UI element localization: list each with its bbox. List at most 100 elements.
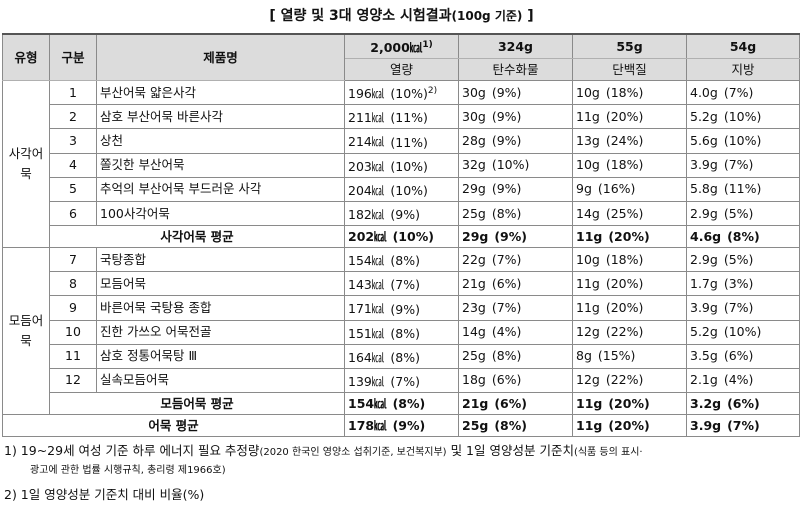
header-kcal-footnote-mark: 1)	[422, 40, 433, 50]
group-average-row: 모듬어묵 평균 154㎉ (8%) 21g (6%) 11g (20%) 3.2g (6%)	[3, 392, 800, 416]
page-title: [ 열량 및 3대 영양소 시험결과(100g 기준) ]	[0, 5, 803, 25]
total-carb-cell-percent: (8%)	[494, 417, 527, 433]
protein-cell-value: 8g	[576, 348, 592, 364]
product-name: 모듬어묵	[96, 271, 345, 297]
header-carb: 탄수화물	[458, 58, 573, 82]
carb-cell-percent: (6%)	[491, 275, 522, 291]
carb-cell-value: 14g	[462, 324, 486, 340]
table-row: 3 상천 214㎉ (11%) 28g (9%) 13g (24%) 5.6g (10%)	[3, 128, 800, 154]
fat-cell-value: 3.5g	[690, 348, 718, 364]
carb-cell-percent: (9%)	[491, 84, 522, 100]
protein-cell-percent: (16%)	[597, 181, 636, 197]
carb-cell: 18g (6%)	[458, 367, 573, 394]
total-kcal-cell-value: 178㎉	[348, 417, 387, 433]
carb-cell: 22g (7%)	[458, 247, 573, 273]
fat-cell: 3.9g (7%)	[686, 295, 800, 321]
carb-cell-value: 25g	[462, 348, 486, 364]
carb-cell-value: 30g	[462, 84, 486, 100]
total-fat-cell-value: 3.9g	[690, 417, 722, 433]
protein-cell: 12g (22%)	[572, 319, 687, 345]
carb-cell-percent: (8%)	[491, 205, 522, 221]
protein-cell: 10g (18%)	[572, 152, 687, 178]
kcal-cell-percent: (9%)	[390, 207, 420, 223]
protein-cell-value: 14g	[576, 205, 600, 221]
group-average-label: 모듬어묵 평균	[49, 392, 345, 416]
product-name: 국탕종합	[96, 247, 345, 273]
carb-cell-percent: (8%)	[491, 348, 522, 364]
avg-fat-cell-percent: (8%)	[727, 228, 760, 244]
protein-cell-value: 10g	[576, 84, 600, 100]
protein-cell-value: 10g	[576, 157, 600, 173]
carb-cell-percent: (4%)	[491, 324, 522, 340]
footnote-1-source: (2020 한국인 영양소 섭취기준, 보건복지부)	[259, 447, 447, 458]
protein-cell: 11g (20%)	[572, 104, 687, 130]
protein-cell-percent: (24%)	[605, 133, 644, 149]
group-average-row: 사각어묵 평균 202㎉ (10%) 29g (9%) 11g (20%) 4.6g (8%)	[3, 225, 800, 249]
carb-cell: 21g (6%)	[458, 271, 573, 297]
carb-cell-percent: (6%)	[491, 372, 522, 388]
avg-protein-cell: 11g (20%)	[572, 392, 687, 416]
protein-cell-value: 11g	[576, 108, 600, 124]
product-name: 진한 가쓰오 어묵전골	[96, 319, 345, 345]
total-average-label: 어묵 평균	[2, 414, 345, 438]
carb-cell: 25g (8%)	[458, 343, 573, 369]
avg-fat-cell-value: 3.2g	[690, 395, 722, 411]
protein-cell-percent: (18%)	[605, 251, 644, 267]
avg-fat-cell-percent: (6%)	[727, 395, 760, 411]
fat-cell-percent: (7%)	[723, 157, 754, 173]
carb-cell: 28g (9%)	[458, 128, 573, 154]
carb-cell-value: 25g	[462, 205, 486, 221]
carb-cell-value: 29g	[462, 181, 486, 197]
kcal-cell-value: 211㎉	[348, 110, 385, 126]
carb-cell-value: 28g	[462, 133, 486, 149]
total-average-row: 어묵 평균 178㎉ (9%) 25g (8%) 11g (20%) 3.9g (7%)	[2, 414, 800, 438]
avg-carb-cell-value: 29g	[462, 228, 489, 244]
kcal-cell-percent: (11%)	[390, 134, 428, 150]
table-row: 4 쫄깃한 부산어묵 203㎉ (10%) 32g (10%) 10g (18%) 3.9g (7…	[3, 152, 800, 178]
protein-cell: 14g (25%)	[572, 200, 687, 227]
row-number: 3	[49, 128, 97, 154]
kcal-cell-value: 214㎉	[348, 134, 385, 150]
kcal-cell-value: 164㎉	[348, 349, 385, 365]
protein-cell-percent: (20%)	[605, 108, 644, 124]
table-body: 사각어묵 1 부산어묵 얇은사각 196㎉ (10%)2) 30g (9%) 10g (18%)…	[2, 80, 800, 438]
kcal-cell: 164㎉ (8%)	[344, 343, 459, 369]
carb-cell-value: 30g	[462, 108, 486, 124]
avg-fat-cell: 4.6g (8%)	[686, 225, 800, 249]
table-row: 사각어묵 1 부산어묵 얇은사각 196㎉ (10%)2) 30g (9%) 10g (18%)…	[2, 80, 800, 249]
fat-cell-percent: (10%)	[723, 324, 762, 340]
protein-cell-value: 10g	[576, 251, 600, 267]
row-number: 7	[49, 247, 97, 273]
protein-cell: 9g (16%)	[572, 176, 687, 202]
protein-cell: 10g (18%)	[572, 80, 687, 106]
kcal-cell-percent: (11%)	[390, 110, 428, 126]
kcal-cell: 182㎉ (9%)	[344, 200, 459, 227]
avg-protein-cell-percent: (20%)	[608, 395, 650, 411]
fat-cell-percent: (6%)	[723, 348, 754, 364]
carb-cell-value: 32g	[462, 157, 486, 173]
product-name: 상천	[96, 128, 345, 154]
fat-cell-percent: (3%)	[723, 275, 754, 291]
row-number: 6	[49, 200, 97, 227]
row-number: 8	[49, 271, 97, 297]
title-main: [ 열량 및 3대 영양소 시험결과	[269, 8, 452, 24]
kcal-cell-value: 154㎉	[348, 253, 385, 269]
fat-cell-value: 3.9g	[690, 299, 718, 315]
fat-cell: 5.2g (10%)	[686, 319, 800, 345]
kcal-cell: 211㎉ (11%)	[344, 104, 459, 130]
avg-protein-cell-value: 11g	[576, 228, 603, 244]
carb-cell-value: 21g	[462, 275, 486, 291]
table-row: 8 모듬어묵 143㎉ (7%) 21g (6%) 11g (20%) 1.7g (3%)	[3, 271, 800, 297]
protein-cell: 12g (22%)	[572, 367, 687, 394]
kcal-cell-percent: (8%)	[390, 325, 420, 341]
fat-cell-percent: (11%)	[723, 181, 762, 197]
kcal-cell-percent: (7%)	[390, 374, 420, 390]
kcal-cell-footnote-mark: 2)	[427, 86, 438, 97]
fat-cell: 3.9g (7%)	[686, 152, 800, 178]
protein-cell-value: 11g	[576, 299, 600, 315]
product-name: 쫄깃한 부산어묵	[96, 152, 345, 178]
kcal-cell: 204㎉ (10%)	[344, 176, 459, 202]
footnote-1-main: 1) 19~29세 여성 기준 하루 에너지 필요 추정량	[4, 443, 260, 458]
fat-cell-percent: (5%)	[723, 251, 754, 267]
fat-cell: 2.9g (5%)	[686, 200, 800, 227]
